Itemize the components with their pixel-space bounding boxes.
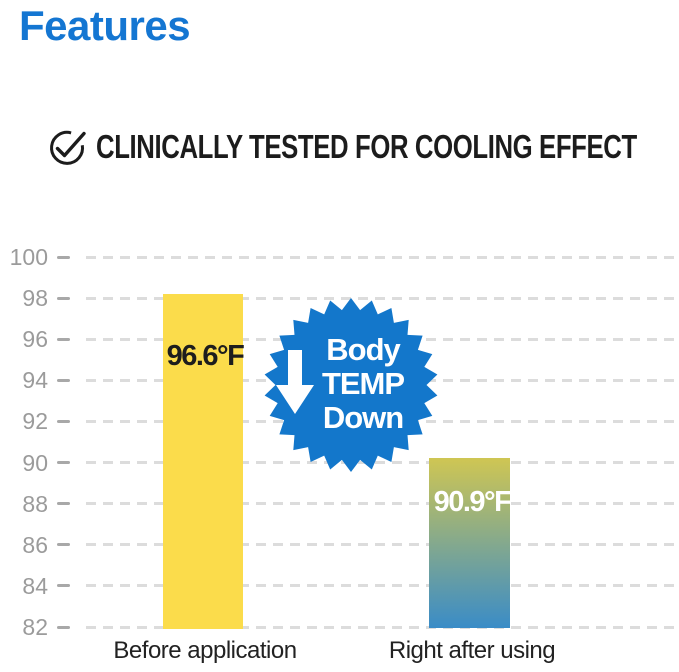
gridline xyxy=(86,461,679,465)
gridline xyxy=(86,255,679,259)
body-temp-down-badge: Body TEMP Down xyxy=(256,290,446,480)
y-axis-label: 96 xyxy=(22,326,48,353)
y-axis-tick xyxy=(57,461,70,465)
x-axis-label: Before application xyxy=(113,637,297,664)
y-axis-tick xyxy=(57,255,70,259)
page-title: Features xyxy=(19,2,191,49)
y-axis-tick xyxy=(57,625,70,629)
bar-right-after-using xyxy=(429,458,510,629)
y-axis-tick xyxy=(57,419,70,423)
bar-value-label: 96.6°F xyxy=(166,340,245,372)
y-axis-label: 86 xyxy=(22,531,48,558)
y-axis-label: 90 xyxy=(22,449,48,476)
starburst-shape xyxy=(264,298,438,472)
y-axis-label: 82 xyxy=(22,614,48,640)
y-axis-tick xyxy=(57,337,70,341)
badge-line-1: Body xyxy=(326,332,401,367)
y-axis-label: 100 xyxy=(9,244,48,270)
y-axis-tick xyxy=(57,378,70,382)
gridline xyxy=(86,543,679,547)
gridline xyxy=(86,296,679,300)
down-arrow-icon xyxy=(276,350,314,414)
y-axis-label: 98 xyxy=(22,285,48,312)
y-axis-label: 88 xyxy=(22,490,48,517)
y-axis-label: 92 xyxy=(22,408,48,435)
y-axis-label: 94 xyxy=(22,367,48,394)
y-axis-tick xyxy=(57,584,70,588)
y-axis-tick xyxy=(57,502,70,506)
clinical-heading-text: CLINICALLY TESTED FOR COOLING EFFECT xyxy=(96,128,637,165)
gridline xyxy=(86,502,679,506)
badge-line-3: Down xyxy=(322,400,404,435)
y-axis-tick xyxy=(57,543,70,547)
y-axis-label: 84 xyxy=(22,572,48,599)
x-axis-label: Right after using xyxy=(388,637,556,664)
clinical-heading: CLINICALLY TESTED FOR COOLING EFFECT xyxy=(46,124,679,170)
badge-line-2: TEMP xyxy=(321,366,405,401)
bar-before-application xyxy=(163,294,243,629)
badge-text: Body TEMP Down xyxy=(300,333,426,435)
bar-value-label: 90.9°F xyxy=(433,486,512,519)
gridline xyxy=(86,625,679,629)
gridline xyxy=(86,584,679,588)
y-axis-tick xyxy=(57,296,70,300)
circle-check-icon xyxy=(46,126,88,168)
